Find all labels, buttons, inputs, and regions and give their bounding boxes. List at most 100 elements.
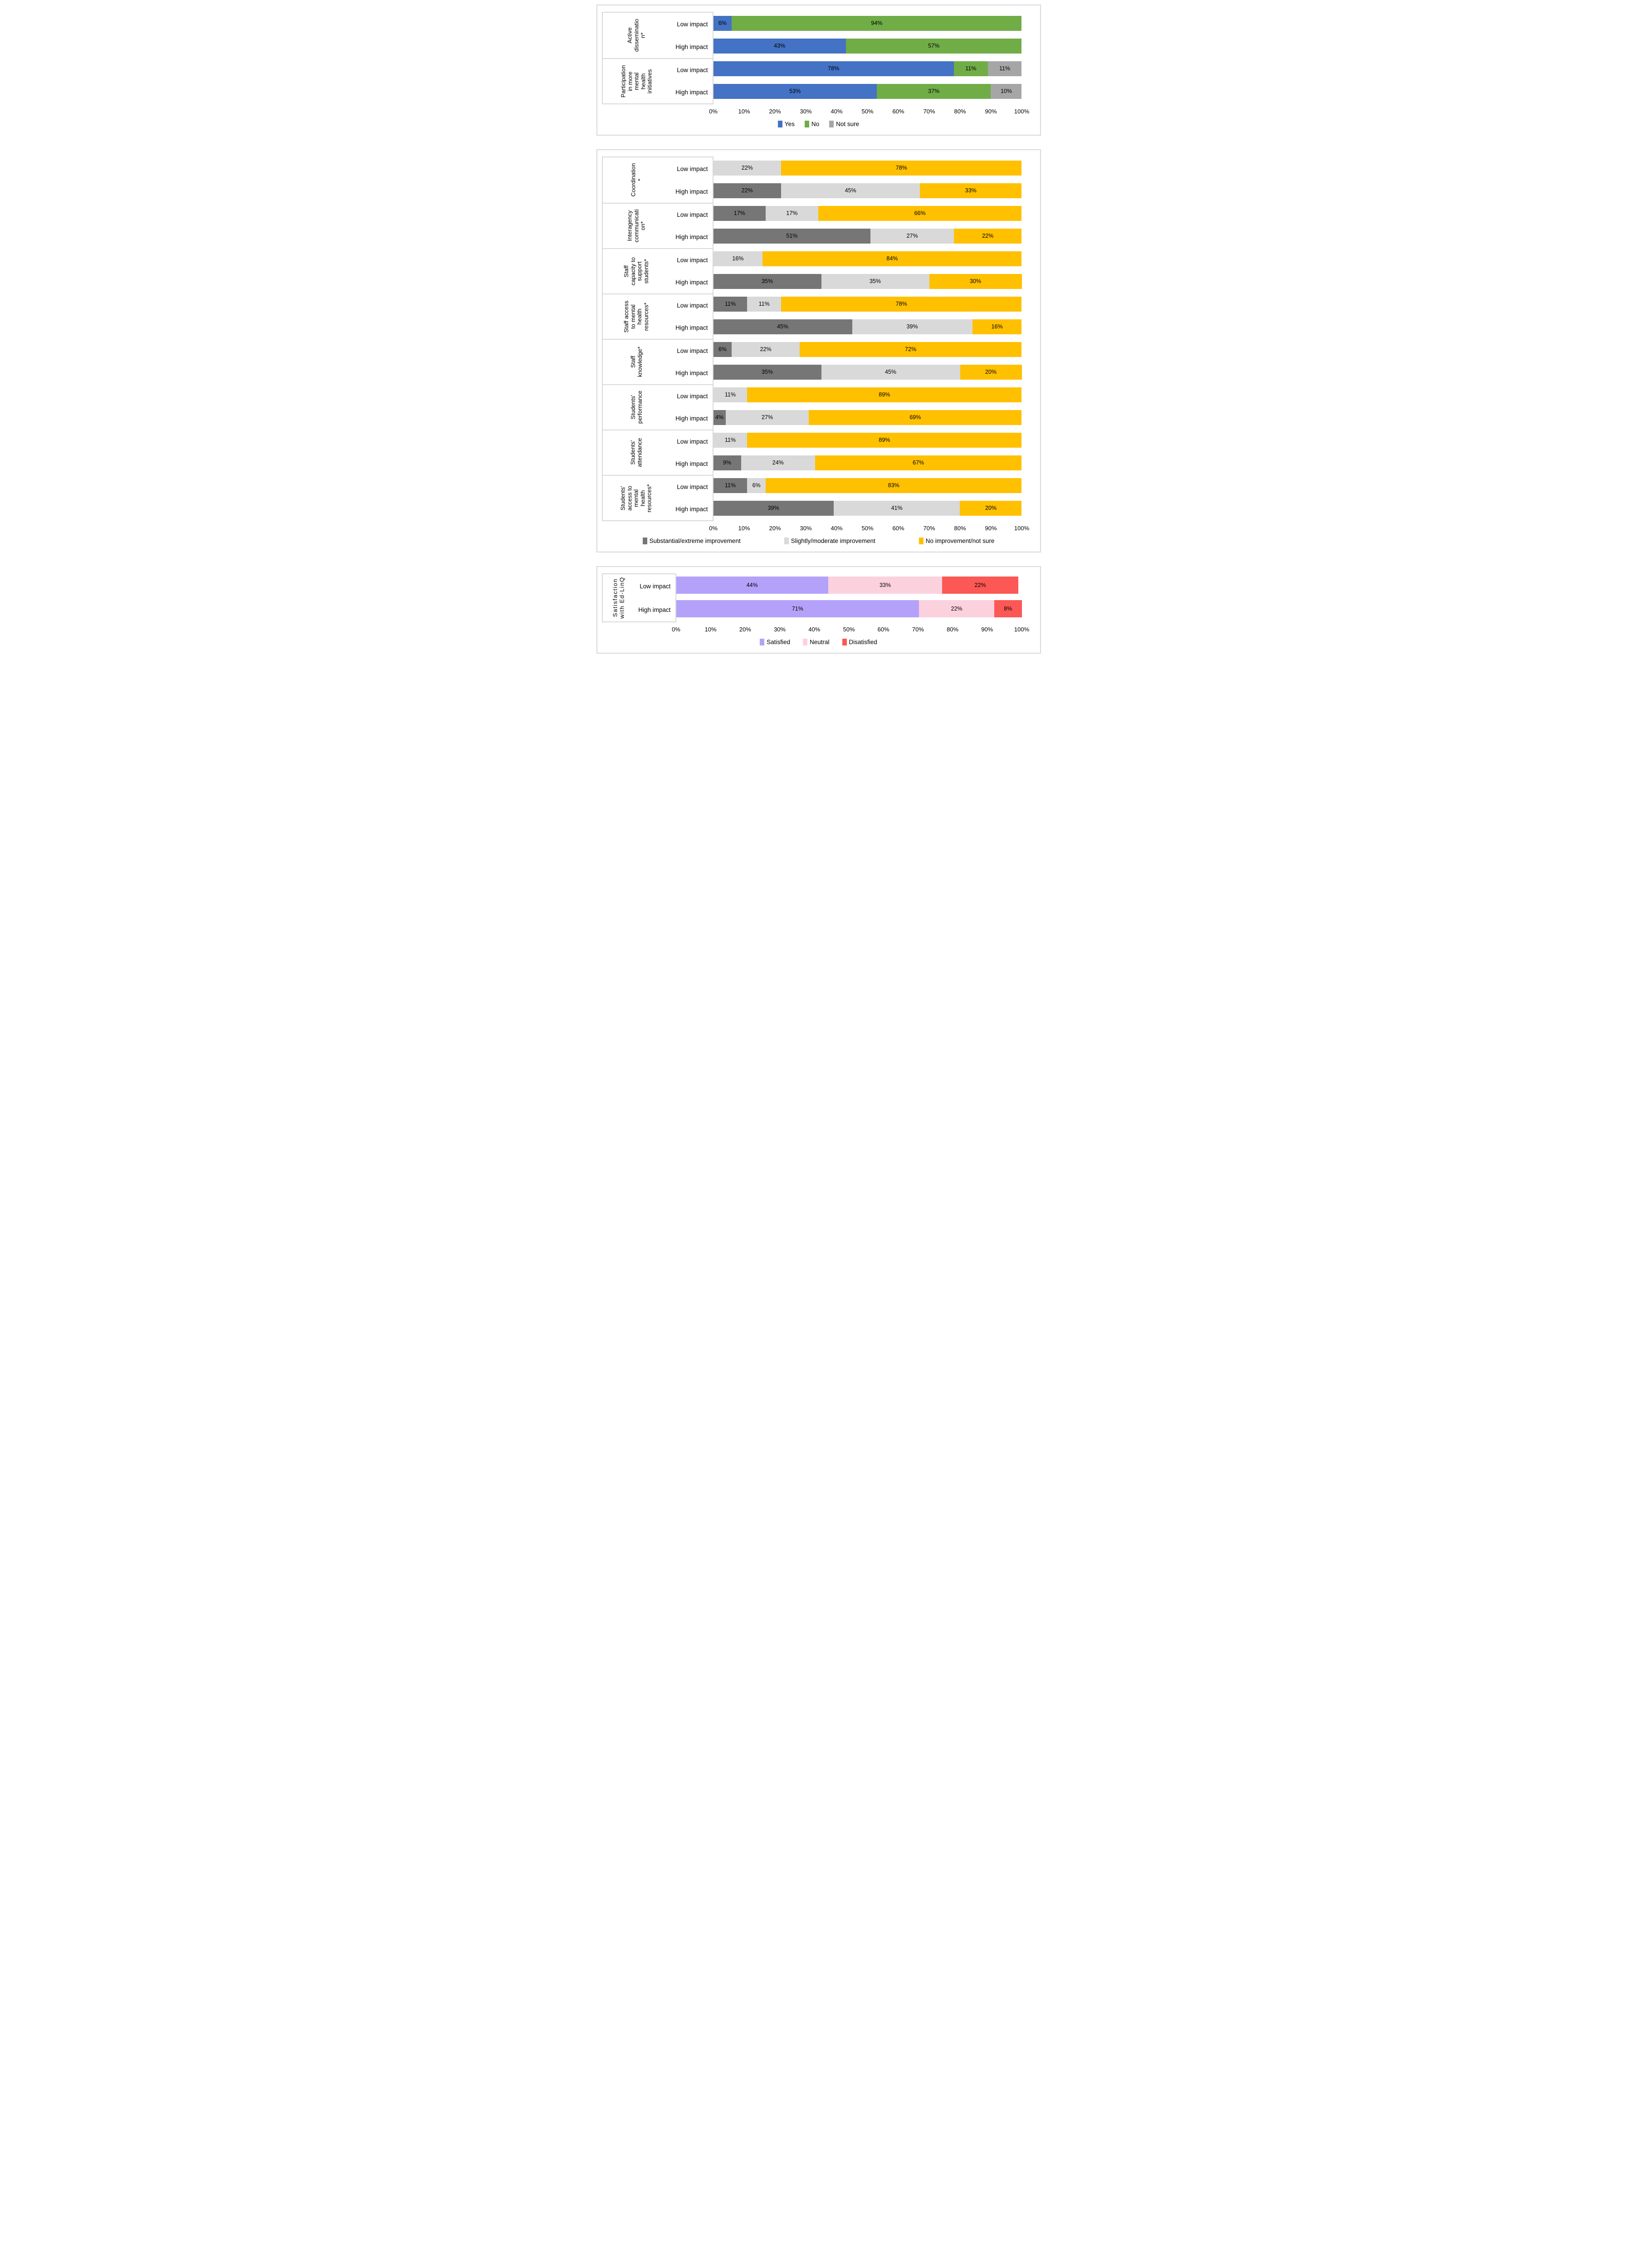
- axis-tick-label: 30%: [800, 525, 812, 532]
- data-label: 44%: [746, 582, 758, 588]
- impact-labels-column: Low impact High impact: [671, 430, 713, 475]
- bar-segment-not-sure: 10%: [991, 83, 1022, 99]
- axis-tick-label: 30%: [774, 626, 786, 633]
- data-label: 53%: [789, 88, 801, 94]
- data-label: 24%: [772, 459, 784, 466]
- data-label: 20%: [985, 505, 997, 511]
- category-group-label: Staff capacity to support students*: [623, 257, 650, 286]
- data-label: 17%: [733, 210, 745, 216]
- axis-tick-label: 10%: [738, 525, 750, 532]
- bar-segment-substantial-extreme-improvement: 45%: [713, 319, 852, 334]
- data-label: 22%: [974, 582, 986, 588]
- category-group: Staff access to mental health resources* Low…: [602, 293, 713, 339]
- stacked-bar: 53% 37% 10%: [713, 83, 1022, 99]
- data-label: 35%: [761, 278, 773, 284]
- stacked-bar: 35% 35% 30%: [713, 274, 1022, 289]
- bar-segment-slightly-moderate-improvement: 41%: [833, 500, 960, 516]
- x-axis: 0% 10% 20% 30% 40% 50% 60% 70% 80% 90% 100%: [672, 622, 1029, 636]
- data-label: 17%: [786, 210, 798, 216]
- bar-segment-satisfied: 44%: [676, 577, 828, 594]
- category-group-label-cell: Coordination *: [603, 157, 671, 203]
- bar-segment-substantial-extreme-improvement: 4%: [713, 410, 726, 425]
- bar-segment-yes: 43%: [713, 38, 846, 54]
- data-label: 66%: [914, 210, 926, 216]
- data-label: 4%: [715, 414, 724, 420]
- data-label: 57%: [928, 43, 940, 49]
- bar-row: 4% 27% 69%: [713, 406, 1022, 429]
- axis-tick-label: 80%: [954, 525, 966, 532]
- impact-labels-column: Low impact High impact: [671, 157, 713, 203]
- legend-swatch-icon: [919, 538, 924, 544]
- bar-segment-no-improvement-not-sure: 78%: [781, 160, 1022, 176]
- data-label: 22%: [951, 606, 963, 612]
- axis-tick-label: 50%: [861, 108, 874, 115]
- legend-swatch-icon: [784, 538, 789, 544]
- bar-segment-slightly-moderate-improvement: 22%: [732, 342, 800, 357]
- row-label: Low impact: [677, 393, 708, 400]
- stacked-bar: 39% 41% 20%: [713, 500, 1022, 516]
- row-label: High impact: [675, 370, 708, 376]
- data-label: 30%: [969, 278, 982, 284]
- data-label: 35%: [869, 278, 881, 284]
- data-label: 43%: [774, 43, 786, 49]
- bar-segment-slightly-moderate-improvement: 6%: [747, 478, 766, 493]
- axis-tick-label: 10%: [704, 626, 717, 633]
- category-group: Participation in more mental health initiati…: [602, 58, 713, 103]
- data-label: 10%: [1000, 88, 1012, 94]
- category-axis-box: Satisfaction with Ed-LinQ Low impact High i…: [601, 573, 676, 622]
- data-label: 33%: [879, 582, 891, 588]
- data-label: 39%: [906, 323, 918, 330]
- legend-item: Substantial/extreme improvement: [642, 538, 741, 544]
- bars-area: 22% 78% 22% 45% 33% 17% 17% 66% 51% 27% 22% 16% 84% 3…: [713, 156, 1040, 521]
- data-label: 11%: [999, 65, 1011, 72]
- bar-segment-substantial-extreme-improvement: 39%: [713, 500, 834, 516]
- row-label: High impact: [638, 606, 671, 613]
- bar-segment-no-improvement-not-sure: 33%: [920, 183, 1022, 198]
- row-label: Low impact: [677, 484, 708, 490]
- bar-segment-no-improvement-not-sure: 16%: [972, 319, 1022, 334]
- row-label: Low impact: [677, 347, 708, 354]
- bar-segment-substantial-extreme-improvement: 35%: [713, 364, 821, 380]
- legend-item: Slightly/moderate improvement: [784, 538, 875, 544]
- category-group: Students' access to mental health resources*…: [602, 475, 713, 520]
- row-label: High impact: [675, 43, 708, 50]
- axis-tick-label: 70%: [923, 525, 935, 532]
- bar-segment-slightly-moderate-improvement: 24%: [741, 455, 815, 470]
- x-axis: 0% 10% 20% 30% 40% 50% 60% 70% 80% 90% 100%: [709, 521, 1029, 535]
- impact-labels-column: Low impact High impact: [671, 249, 713, 293]
- axis-tick-label: 0%: [709, 525, 718, 532]
- stacked-bar: 11% 11% 78%: [713, 296, 1022, 312]
- legend-item: No improvement/not sure: [919, 538, 994, 544]
- category-group: Active disseminatio n* Low impact High impac…: [603, 13, 713, 58]
- category-axis-box: Coordination * Low impact High impact Intera…: [601, 156, 713, 521]
- stacked-bar: 11% 89%: [713, 432, 1022, 448]
- data-label: 11%: [965, 65, 977, 72]
- axis-tick-label: 30%: [800, 108, 812, 115]
- bar-row: 44% 33% 22%: [676, 573, 1022, 597]
- legend-swatch-icon: [760, 639, 765, 645]
- data-label: 27%: [906, 233, 918, 239]
- bar-row: 43% 57%: [713, 34, 1022, 57]
- data-label: 11%: [724, 437, 736, 443]
- bar-segment-slightly-moderate-improvement: 16%: [713, 251, 763, 266]
- stacked-bar: 22% 45% 33%: [713, 183, 1022, 198]
- category-group-label: Satisfaction with Ed-LinQ: [611, 577, 625, 619]
- legend-label: Not sure: [836, 121, 860, 127]
- stacked-bar: 71% 22% 8%: [676, 600, 1022, 617]
- category-group-label: Students' performance: [629, 391, 643, 424]
- axis-tick-label: 50%: [843, 626, 855, 633]
- row-label: Low impact: [677, 165, 708, 172]
- legend-label: Yes: [784, 121, 795, 127]
- data-label: 11%: [724, 482, 736, 489]
- category-group: Interagency communicati on* Low impact High …: [602, 203, 713, 248]
- data-label: 39%: [767, 505, 779, 511]
- bar-segment-substantial-extreme-improvement: 35%: [713, 274, 821, 289]
- axis-tick-label: 60%: [892, 525, 904, 532]
- legend: Satisfied Neutral Disatisfied: [597, 636, 1040, 653]
- data-label: 9%: [723, 459, 732, 466]
- stacked-bar: 44% 33% 22%: [676, 577, 1022, 594]
- category-group: Staff knowledge* Low impact High impact: [602, 339, 713, 384]
- stacked-bar: 43% 57%: [713, 38, 1022, 54]
- legend-swatch-icon: [642, 538, 647, 544]
- axis-tick-label: 100%: [1014, 626, 1030, 633]
